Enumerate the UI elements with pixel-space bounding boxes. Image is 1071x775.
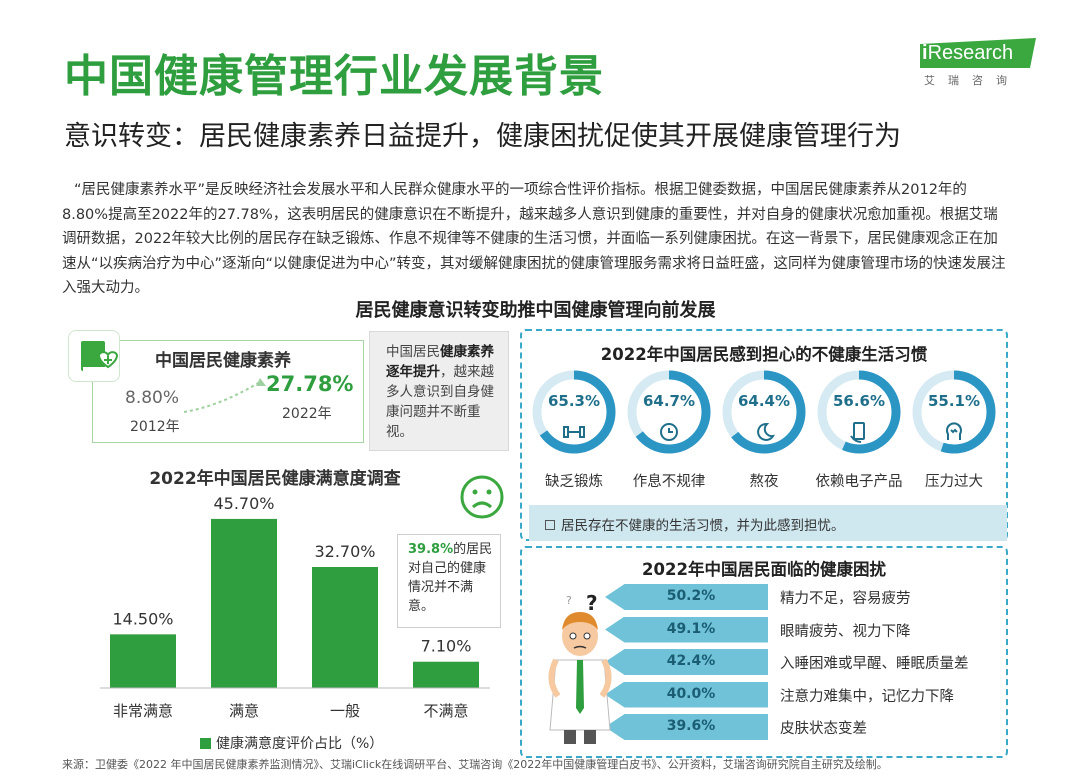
literacy-note-post: ，越来越多人意识到自身健康问题并不断重视。 bbox=[386, 364, 494, 440]
ring-fill bbox=[817, 370, 901, 454]
habit-value: 55.1% bbox=[927, 392, 981, 410]
bar-3 bbox=[312, 567, 378, 688]
trouble-label: 精力不足，容易疲劳 bbox=[780, 591, 911, 607]
trouble-value: 50.2% bbox=[666, 588, 716, 604]
checkbox-square-icon bbox=[545, 520, 555, 530]
confused-person-icon: ? ? bbox=[548, 591, 612, 744]
svg-text:?: ? bbox=[566, 594, 572, 607]
stressed-head-icon bbox=[946, 422, 962, 440]
literacy-note-pre: 中国居民 bbox=[386, 344, 440, 360]
ring-fill bbox=[627, 370, 711, 454]
source-note: 来源：卫健委《2022 年中国居民健康素养监测情况》、艾瑞iClick在线调研平… bbox=[62, 758, 888, 771]
troubles-title: 2022年中国居民面临的健康困扰 bbox=[642, 560, 886, 579]
intro-paragraph: “居民健康素养水平”是反映经济社会发展水平和人民群众健康水平的一项综合性评价指标… bbox=[62, 182, 1006, 296]
habit-value: 64.7% bbox=[642, 392, 696, 410]
trouble-value: 49.1% bbox=[666, 620, 716, 637]
ring-fill bbox=[722, 370, 806, 454]
trouble-label: 皮肤状态变差 bbox=[780, 721, 867, 737]
literacy-2012-year: 2012年 bbox=[130, 419, 180, 435]
habit-label: 依赖电子产品 bbox=[815, 474, 903, 490]
category-label: 非常满意 bbox=[113, 702, 173, 720]
trouble-value: 39.6% bbox=[666, 718, 716, 734]
dumbbell-icon bbox=[563, 426, 585, 438]
trouble-bar bbox=[605, 649, 768, 675]
phone-hand-icon bbox=[850, 422, 865, 443]
logo-i: i bbox=[922, 42, 928, 64]
trouble-bar bbox=[605, 584, 768, 610]
habits-rings bbox=[532, 370, 996, 454]
logo-word: Research bbox=[927, 42, 1014, 64]
trouble-value: 42.4% bbox=[666, 653, 716, 669]
ring-fill bbox=[912, 370, 996, 454]
logo-wordmark: iResearch bbox=[922, 42, 1013, 65]
trouble-label: 入睡困难或早醒、睡眠质量差 bbox=[780, 656, 969, 672]
bar-value-label: 7.10% bbox=[421, 637, 472, 656]
bar-value-label: 32.70% bbox=[314, 542, 375, 561]
page-subtitle: 意识转变：居民健康素养日益提升，健康困扰促使其开展健康管理行为 bbox=[64, 121, 901, 152]
trouble-bar bbox=[605, 714, 768, 740]
habit-label: 压力过大 bbox=[925, 474, 983, 490]
literacy-2012-value: 8.80% bbox=[125, 388, 180, 408]
habits-note-text: 居民存在不健康的生活习惯，并为此感到担忧。 bbox=[561, 518, 845, 534]
logo-banner-icon bbox=[920, 38, 1036, 68]
logo-chinese: 艾瑞咨询 bbox=[924, 74, 1020, 87]
section-title: 居民健康意识转变助推中国健康管理向前发展 bbox=[355, 300, 716, 321]
habits-note: 居民存在不健康的生活习惯，并为此感到担忧。 bbox=[545, 514, 845, 534]
iresearch-logo: iResearch 艾瑞咨询 bbox=[918, 38, 1042, 92]
moon-stars-icon bbox=[757, 422, 775, 441]
satisfaction-bar-chart: 14.50% 非常满意 45.70% 满意 32.70% 一般 7.10% 不满意健康满意度评… bbox=[100, 494, 490, 752]
trouble-bar bbox=[605, 616, 768, 643]
category-label: 一般 bbox=[330, 702, 360, 720]
habit-label: 缺乏锻炼 bbox=[545, 474, 603, 490]
category-label: 不满意 bbox=[423, 702, 468, 720]
literacy-2022-year: 2022年 bbox=[282, 406, 332, 422]
bar-4 bbox=[413, 661, 479, 688]
callout-text: 的居民对自己的健康情况并不满意。 bbox=[408, 542, 493, 614]
literacy-note: 中国居民健康素养逐年提升，越来越多人意识到自身健康问题并不断重视。 bbox=[369, 331, 509, 451]
svg-text:?: ? bbox=[586, 591, 598, 615]
habit-label: 作息不规律 bbox=[632, 474, 706, 490]
bar-2 bbox=[211, 518, 277, 688]
health-book-icon bbox=[68, 330, 120, 382]
category-label: 满意 bbox=[229, 702, 259, 720]
habits-note-bar bbox=[529, 505, 1007, 541]
alarm-clock-icon bbox=[660, 423, 678, 441]
trouble-label: 注意力难集中，记忆力下降 bbox=[780, 688, 954, 705]
troubles-panel bbox=[520, 546, 1008, 758]
trouble-label: 眼睛疲劳、视力下降 bbox=[780, 623, 911, 640]
habit-value: 64.4% bbox=[737, 392, 791, 410]
habit-label: 熬夜 bbox=[749, 474, 779, 490]
satisfaction-callout: 39.8%的居民对自己的健康情况并不满意。 bbox=[397, 534, 501, 628]
ring-fill bbox=[532, 370, 616, 454]
bar-value-label: 14.50% bbox=[112, 609, 173, 628]
habits-title: 2022年中国居民感到担心的不健康生活习惯 bbox=[600, 345, 928, 364]
page-title: 中国健康管理行业发展背景 bbox=[64, 51, 604, 102]
habit-value: 56.6% bbox=[832, 392, 886, 410]
legend-swatch bbox=[200, 738, 211, 749]
sad-face-icon bbox=[460, 475, 504, 519]
trouble-bar bbox=[605, 681, 768, 708]
bar-1 bbox=[110, 634, 176, 688]
habit-value: 65.3% bbox=[547, 392, 601, 410]
trouble-value: 40.0% bbox=[666, 685, 716, 702]
literacy-note-bold: 健康素养逐年提升 bbox=[386, 344, 494, 380]
bar-value-label: 45.70% bbox=[213, 494, 274, 513]
legend-label: 健康满意度评价占比（%） bbox=[216, 735, 383, 752]
literacy-2022-value: 27.78% bbox=[266, 372, 354, 396]
callout-highlight: 39.8% bbox=[408, 542, 454, 557]
satisfaction-chart-title: 2022年中国居民健康满意度调查 bbox=[149, 469, 401, 489]
growth-arrow-icon bbox=[183, 378, 266, 413]
literacy-title: 中国居民健康素养 bbox=[155, 351, 291, 371]
literacy-box bbox=[92, 340, 364, 443]
